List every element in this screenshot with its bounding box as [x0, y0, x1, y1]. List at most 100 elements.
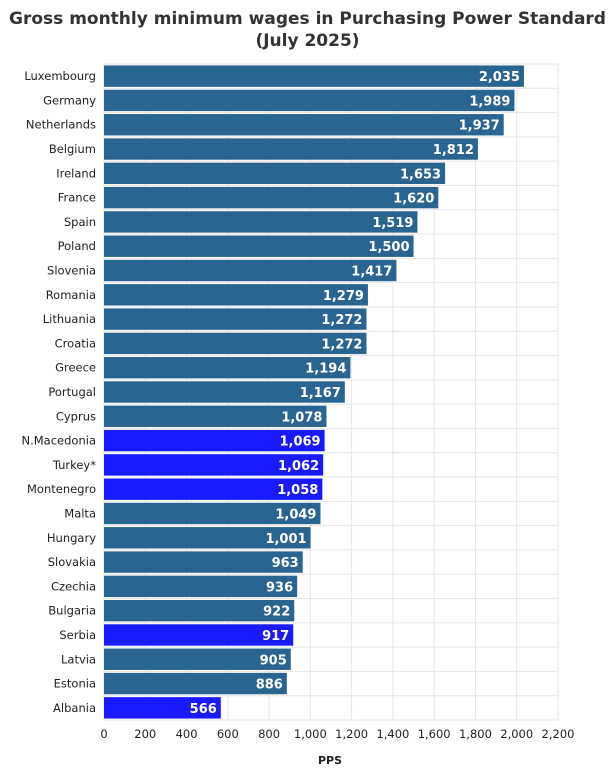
x-tick-label: 1,800 — [459, 727, 492, 741]
category-label: Slovakia — [48, 555, 96, 569]
value-label: 917 — [262, 629, 289, 644]
x-tick-label: 0 — [100, 727, 107, 741]
category-label: Ireland — [56, 166, 96, 180]
x-tick-label: 1,200 — [335, 727, 368, 741]
bar-belgium — [104, 138, 478, 160]
value-label: 1,989 — [469, 94, 510, 109]
category-label: Czechia — [51, 579, 96, 593]
bar-cyprus — [104, 405, 327, 427]
category-label: Luxembourg — [24, 69, 96, 83]
x-tick-label: 600 — [217, 727, 239, 741]
bar-ireland — [104, 162, 446, 185]
category-label: Latvia — [61, 652, 96, 666]
category-label: France — [58, 191, 96, 205]
value-label: 1,272 — [321, 313, 362, 328]
x-tick-label: 1,400 — [376, 727, 409, 741]
value-label: 1,058 — [277, 483, 318, 498]
category-label: Greece — [55, 361, 96, 375]
category-label: Serbia — [59, 628, 96, 642]
value-label: 1,167 — [300, 386, 341, 401]
value-label: 1,279 — [323, 289, 364, 304]
bar-portugal — [104, 381, 345, 403]
value-label: 1,519 — [372, 216, 413, 231]
bar-n-macedonia — [104, 429, 325, 452]
bar-greece — [104, 357, 351, 379]
category-label: Albania — [53, 701, 96, 715]
bar-czechia — [104, 575, 298, 598]
bar-slovenia — [104, 259, 397, 282]
category-label: Montenegro — [27, 482, 96, 496]
value-label: 1,001 — [265, 532, 306, 547]
bar-netherlands — [104, 114, 504, 136]
bar-turkey — [104, 454, 324, 476]
x-axis-title: PPS — [318, 754, 342, 767]
value-label: 1,812 — [433, 143, 474, 158]
category-label: Spain — [64, 215, 96, 229]
value-label: 936 — [266, 580, 293, 595]
category-label: Croatia — [55, 336, 96, 350]
bar-france — [104, 186, 439, 209]
value-label: 1,417 — [351, 265, 392, 280]
x-tick-label: 200 — [134, 727, 156, 741]
bar-poland — [104, 235, 414, 257]
value-label: 922 — [263, 605, 290, 620]
category-label: Germany — [43, 93, 96, 107]
bar-estonia — [104, 672, 287, 695]
bars — [104, 65, 524, 719]
category-labels: Luxembourg Germany Netherlands Belgium Irela… — [22, 69, 97, 715]
category-label: Portugal — [48, 385, 96, 399]
category-label: Romania — [46, 288, 96, 302]
value-label: 963 — [272, 556, 299, 571]
x-tick-label: 2,000 — [500, 727, 533, 741]
bar-spain — [104, 211, 418, 233]
category-label: Hungary — [47, 531, 96, 545]
x-tick-label: 1,000 — [294, 727, 327, 741]
bar-hungary — [104, 527, 311, 549]
value-label: 1,937 — [459, 119, 500, 134]
value-label: 905 — [260, 653, 287, 668]
category-label: Estonia — [54, 677, 96, 691]
category-label: Netherlands — [26, 118, 96, 132]
x-tick-labels: 0 200 400 600 800 1,000 1,200 1,400 1,600 1,800 2,… — [100, 727, 574, 741]
value-label: 1,620 — [393, 192, 434, 207]
x-tick-label: 800 — [258, 727, 280, 741]
bar-germany — [104, 89, 515, 112]
bar-romania — [104, 284, 368, 306]
bar-serbia — [104, 624, 294, 646]
category-label: Slovenia — [47, 264, 96, 278]
chart-title: Gross monthly minimum wages in Purchasin… — [0, 8, 615, 52]
x-tick-label: 400 — [176, 727, 198, 741]
value-label: 1,049 — [275, 507, 316, 522]
x-tick-label: 1,600 — [418, 727, 451, 741]
chart-title-line-1: Gross monthly minimum wages in Purchasin… — [9, 9, 606, 29]
bar-albania — [104, 697, 221, 719]
category-label: Malta — [64, 506, 96, 520]
category-label: Turkey* — [52, 458, 96, 472]
category-label: Lithuania — [43, 312, 96, 326]
chart-title-line-2: (July 2025) — [255, 31, 360, 51]
bar-montenegro — [104, 478, 323, 500]
value-label: 1,500 — [368, 240, 409, 255]
value-label: 1,653 — [400, 167, 441, 182]
value-label: 566 — [190, 702, 217, 717]
bar-bulgaria — [104, 599, 295, 622]
category-label: Belgium — [49, 142, 96, 156]
bar-latvia — [104, 648, 291, 670]
value-label: 1,194 — [305, 362, 346, 377]
bar-malta — [104, 502, 321, 525]
value-label: 1,078 — [281, 410, 322, 425]
value-labels: 2,035 1,989 1,937 1,812 1,653 1,620 1,519 1,500… — [190, 70, 520, 717]
category-label: Bulgaria — [48, 604, 96, 618]
value-label: 1,062 — [278, 459, 319, 474]
value-label: 1,069 — [279, 435, 320, 450]
value-label: 1,272 — [321, 337, 362, 352]
category-label: Cyprus — [56, 409, 96, 423]
bar-lithuania — [104, 308, 367, 330]
value-label: 2,035 — [479, 70, 520, 85]
x-tick-label: 2,200 — [542, 727, 575, 741]
bar-slovakia — [104, 551, 303, 573]
category-label: Poland — [58, 239, 96, 253]
bar-croatia — [104, 332, 367, 355]
